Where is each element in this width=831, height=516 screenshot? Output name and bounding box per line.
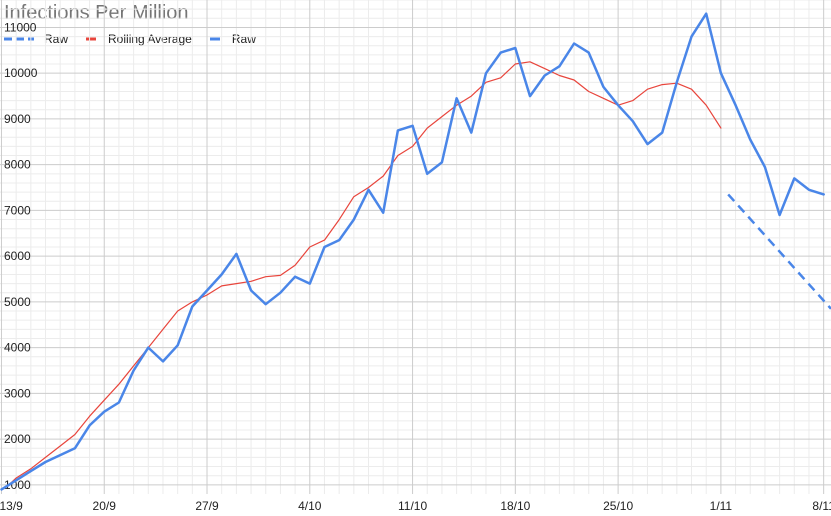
x-tick-label: 4/10 (298, 499, 322, 513)
series-line-1[interactable] (8, 61, 722, 486)
series-line-2[interactable] (0, 12, 825, 491)
line-icon (209, 37, 220, 41)
legend: Raw Rolling Average Raw (4, 31, 272, 47)
y-axis-labels: 1000 2000 3000 4000 5000 6000 7000 8000 9000 1000… (4, 20, 38, 491)
major-gridlines (0, 0, 831, 494)
y-tick-label: 5000 (4, 295, 31, 309)
series-layer (0, 12, 831, 491)
x-tick-label: 18/10 (500, 499, 530, 513)
y-tick-label: 3000 (4, 386, 31, 400)
x-tick-label: 8/11 (812, 499, 831, 513)
x-tick-label: 27/9 (195, 499, 219, 513)
x-tick-label: 13/9 (0, 499, 23, 513)
legend-label: Raw (44, 32, 69, 46)
x-tick-label: 20/9 (93, 499, 117, 513)
legend-item-raw-solid[interactable]: Raw (208, 32, 256, 46)
x-axis-labels: 13/9 20/9 27/9 4/10 11/10 18/10 25/10 1/11 8/11 (0, 499, 831, 513)
y-tick-label: 1000 (4, 478, 31, 492)
y-tick-label: 6000 (4, 249, 31, 263)
legend-label: Rolling Average (108, 32, 192, 46)
y-tick-label: 4000 (4, 341, 31, 355)
legend-label: Raw (231, 32, 256, 46)
minor-gridlines (0, 0, 831, 494)
series-line-0[interactable] (727, 193, 831, 310)
y-tick-label: 11000 (4, 20, 37, 34)
x-tick-label: 1/11 (710, 499, 733, 513)
x-tick-label: 25/10 (603, 499, 633, 513)
y-tick-label: 2000 (4, 432, 31, 446)
legend-item-raw-dashed[interactable]: Raw (4, 32, 68, 46)
dashed-line-icon (4, 37, 34, 41)
y-tick-label: 10000 (4, 66, 38, 80)
legend-item-rolling-average[interactable]: Rolling Average (84, 32, 192, 46)
x-tick-label: 11/10 (398, 499, 427, 513)
y-tick-label: 8000 (4, 158, 31, 172)
y-tick-label: 7000 (4, 203, 31, 217)
y-tick-label: 9000 (4, 112, 31, 126)
line-icon (86, 37, 97, 41)
